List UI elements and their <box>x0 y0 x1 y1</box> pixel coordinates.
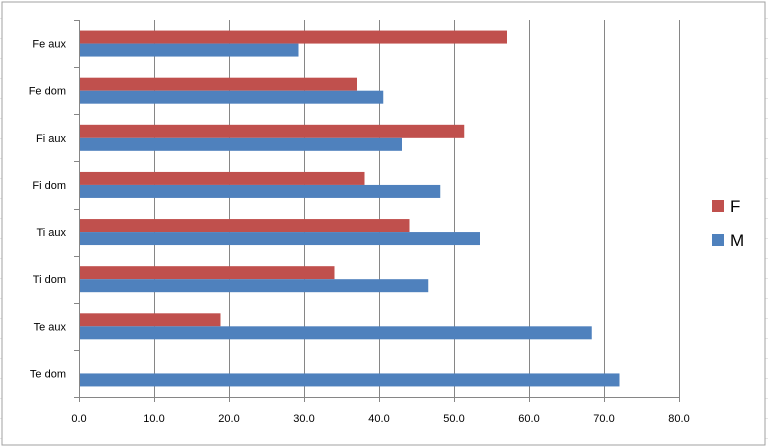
category-label: Fe dom <box>29 86 66 98</box>
bar-M-te-aux <box>79 326 592 340</box>
category-label: Te aux <box>34 321 67 333</box>
x-tick-label: 80.0 <box>668 413 689 425</box>
bar-M-fi-aux <box>79 137 402 151</box>
x-tick-label: 40.0 <box>368 413 389 425</box>
bar-F-fi-aux <box>79 124 465 138</box>
legend-label-M: M <box>730 231 744 250</box>
category-label: Ti aux <box>36 227 66 239</box>
bars <box>79 30 620 387</box>
bar-M-fi-dom <box>79 184 441 198</box>
legend-swatch-F <box>712 200 724 212</box>
x-tick-label: 70.0 <box>593 413 614 425</box>
bar-M-fe-aux <box>79 43 299 57</box>
bar-M-fe-dom <box>79 90 384 104</box>
x-tick-label: 20.0 <box>218 413 239 425</box>
x-tick-label: 10.0 <box>143 413 164 425</box>
category-label: Fi aux <box>36 133 66 145</box>
bar-F-fi-dom <box>79 171 365 185</box>
x-tick-label: 30.0 <box>293 413 314 425</box>
legend: FM <box>712 197 744 250</box>
legend-swatch-M <box>712 234 724 246</box>
legend-label-F: F <box>730 197 740 216</box>
bar-F-ti-dom <box>79 266 335 280</box>
bar-M-ti-aux <box>79 232 480 246</box>
x-tick-label: 60.0 <box>518 413 539 425</box>
bar-M-ti-dom <box>79 279 429 293</box>
x-tick-label: 0.0 <box>71 413 86 425</box>
category-label: Fe aux <box>32 39 66 51</box>
bar-F-te-aux <box>79 313 221 327</box>
category-labels: Fe aux Fe dom Fi aux Fi dom Ti aux Ti dom Te a… <box>29 39 67 381</box>
bar-M-te-dom <box>79 373 620 387</box>
category-label: Te dom <box>30 368 66 380</box>
x-tick-label: 50.0 <box>443 413 464 425</box>
x-tick-labels: 0.0 10.0 20.0 30.0 40.0 50.0 60.0 70.0 80.0 <box>71 413 689 425</box>
bar-F-ti-aux <box>79 219 410 233</box>
bar-F-fe-aux <box>79 30 507 44</box>
category-label: Fi dom <box>32 180 66 192</box>
axes <box>74 20 680 402</box>
category-label: Ti dom <box>33 274 66 286</box>
bar-F-fe-dom <box>79 77 357 91</box>
